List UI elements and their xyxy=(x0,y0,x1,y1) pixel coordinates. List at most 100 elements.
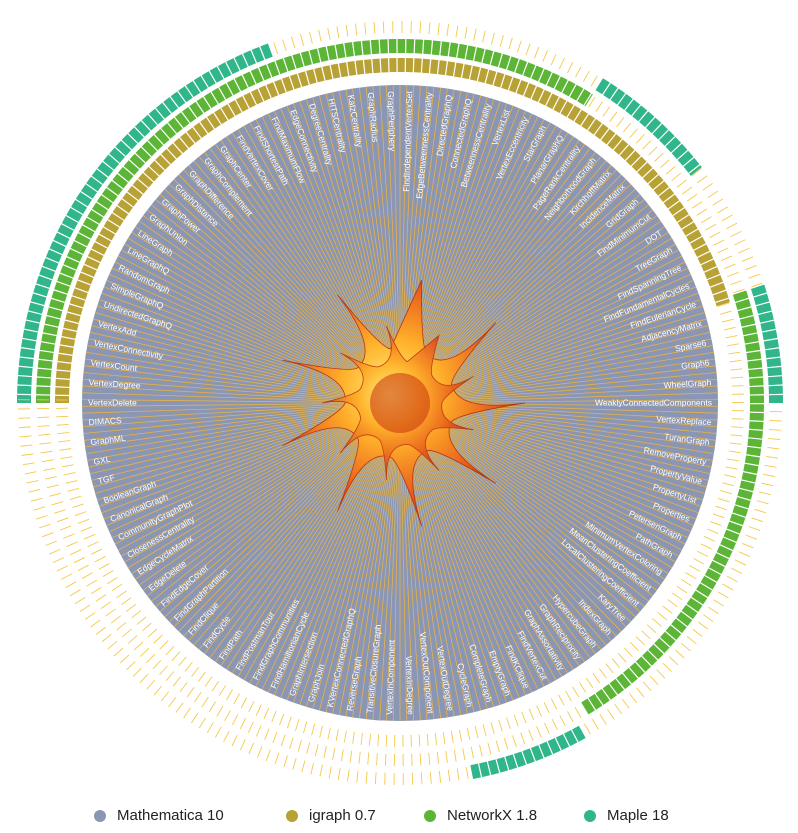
spoke xyxy=(83,372,381,402)
empty-tick xyxy=(382,21,385,34)
empty-tick xyxy=(272,731,278,744)
empty-tick xyxy=(257,746,263,758)
spoke xyxy=(146,414,385,597)
empty-tick xyxy=(139,647,150,657)
empty-tick xyxy=(725,335,738,339)
spoke xyxy=(410,419,574,670)
empty-tick xyxy=(60,573,73,580)
empty-tick xyxy=(98,563,110,570)
empty-tick xyxy=(56,423,69,426)
empty-tick xyxy=(107,640,118,650)
empty-tick xyxy=(211,680,220,692)
empty-tick xyxy=(51,501,64,506)
empty-tick xyxy=(208,701,216,713)
legend-marker xyxy=(584,810,596,822)
empty-tick xyxy=(279,713,285,726)
empty-tick xyxy=(727,271,739,278)
empty-tick xyxy=(90,619,101,628)
empty-tick xyxy=(465,766,469,779)
spoke xyxy=(183,417,387,637)
empty-tick xyxy=(152,659,162,670)
empty-tick xyxy=(707,190,719,199)
empty-tick xyxy=(179,681,188,693)
spoke xyxy=(86,351,381,401)
legend-marker xyxy=(286,810,298,822)
spoke xyxy=(408,420,539,690)
spoke xyxy=(305,421,395,707)
empty-tick xyxy=(303,721,308,734)
empty-tick xyxy=(111,583,123,592)
empty-tick xyxy=(310,762,315,775)
empty-tick xyxy=(717,302,730,307)
empty-tick xyxy=(287,716,292,729)
empty-tick xyxy=(297,739,302,752)
spoke xyxy=(146,209,385,392)
empty-tick xyxy=(717,497,730,503)
spoke xyxy=(410,140,580,387)
empty-tick xyxy=(113,647,124,657)
empty-tick xyxy=(73,557,85,564)
empty-tick xyxy=(575,66,582,78)
spoke xyxy=(111,411,383,539)
function-label: VertexDegree xyxy=(88,377,141,390)
empty-tick xyxy=(126,603,137,612)
empty-tick xyxy=(591,718,599,730)
empty-tick xyxy=(731,376,744,379)
empty-tick xyxy=(428,752,431,765)
empty-tick xyxy=(418,734,421,747)
empty-tick xyxy=(22,462,35,466)
empty-tick xyxy=(206,722,214,734)
empty-tick xyxy=(731,385,744,387)
empty-tick xyxy=(584,723,591,735)
spoke xyxy=(159,415,386,613)
spoke xyxy=(411,147,591,388)
empty-tick xyxy=(759,491,771,496)
empty-tick xyxy=(142,622,152,632)
spoke xyxy=(345,422,397,717)
empty-tick xyxy=(512,735,517,747)
spoke xyxy=(418,410,694,526)
legend-label: igraph 0.7 xyxy=(309,807,376,824)
spoke xyxy=(255,420,392,687)
empty-tick xyxy=(204,676,213,687)
spoke xyxy=(416,414,662,586)
spoke xyxy=(411,152,596,388)
spoke xyxy=(418,273,691,396)
empty-tick xyxy=(41,459,54,463)
spoke xyxy=(198,156,388,388)
empty-tick xyxy=(52,557,65,564)
empty-tick xyxy=(294,719,300,731)
spoke xyxy=(88,338,381,400)
empty-tick xyxy=(59,525,72,531)
empty-tick xyxy=(528,708,535,721)
empty-tick xyxy=(121,597,132,606)
spoke xyxy=(419,345,713,400)
empty-tick xyxy=(335,729,339,742)
empty-tick xyxy=(724,263,736,270)
empty-tick xyxy=(499,35,504,47)
empty-tick xyxy=(172,676,181,687)
empty-tick xyxy=(197,671,206,682)
empty-tick xyxy=(692,628,703,637)
empty-tick xyxy=(592,673,601,684)
empty-tick xyxy=(709,231,721,239)
empty-tick xyxy=(349,750,353,763)
spoke xyxy=(407,421,533,693)
empty-tick xyxy=(54,509,66,514)
empty-tick xyxy=(133,641,144,651)
empty-tick xyxy=(733,288,745,294)
empty-tick xyxy=(506,717,511,729)
spoke xyxy=(407,421,520,698)
empty-tick xyxy=(768,438,781,441)
spoke xyxy=(84,404,381,441)
empty-tick xyxy=(713,239,725,246)
empty-tick xyxy=(729,360,742,363)
empty-tick xyxy=(33,506,45,511)
empty-tick xyxy=(319,764,323,777)
empty-tick xyxy=(377,734,380,747)
empty-tick xyxy=(283,755,288,768)
empty-tick xyxy=(482,724,487,737)
empty-tick xyxy=(761,482,774,487)
empty-tick xyxy=(558,58,565,70)
spoke xyxy=(411,418,591,659)
